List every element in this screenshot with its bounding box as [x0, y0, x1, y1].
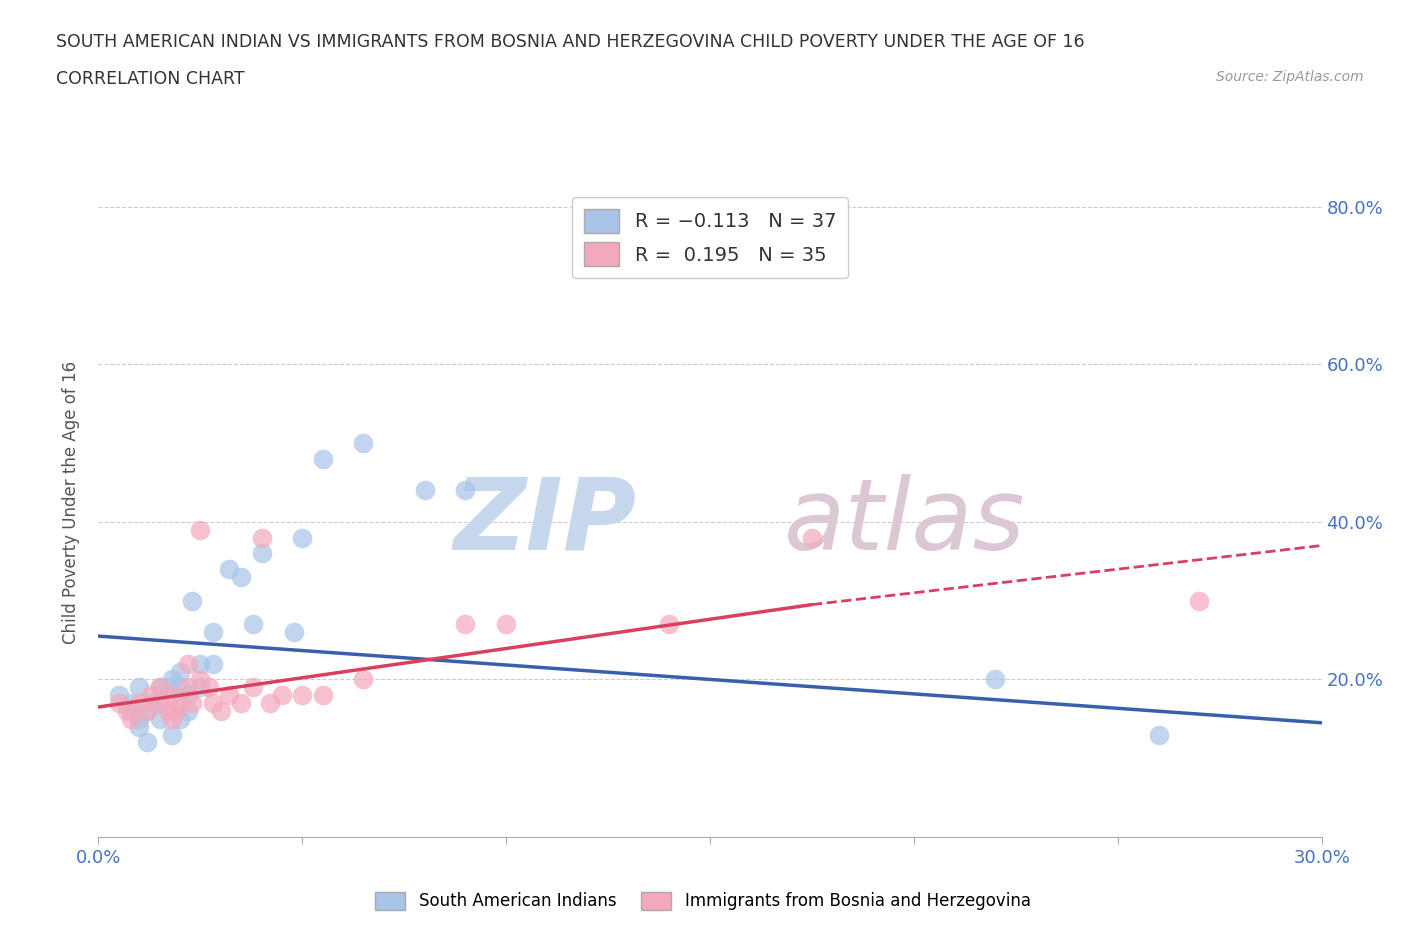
Point	[141, 688, 163, 703]
Point	[120, 696, 142, 711]
Point	[120, 711, 142, 726]
Point	[259, 696, 281, 711]
Point	[160, 672, 183, 687]
Text: atlas: atlas	[783, 473, 1025, 571]
Y-axis label: Child Poverty Under the Age of 16: Child Poverty Under the Age of 16	[62, 361, 80, 644]
Point	[128, 696, 150, 711]
Point	[291, 688, 314, 703]
Point	[177, 688, 200, 703]
Point	[242, 617, 264, 631]
Point	[209, 703, 232, 718]
Point	[495, 617, 517, 631]
Text: Source: ZipAtlas.com: Source: ZipAtlas.com	[1216, 70, 1364, 84]
Point	[141, 696, 163, 711]
Point	[169, 696, 191, 711]
Point	[128, 719, 150, 734]
Point	[283, 625, 305, 640]
Point	[312, 451, 335, 466]
Point	[181, 696, 204, 711]
Point	[352, 672, 374, 687]
Point	[149, 696, 172, 711]
Point	[177, 680, 200, 695]
Point	[201, 625, 224, 640]
Point	[250, 546, 273, 561]
Point	[291, 530, 314, 545]
Legend: R = −0.113   N = 37, R =  0.195   N = 35: R = −0.113 N = 37, R = 0.195 N = 35	[572, 197, 848, 278]
Point	[165, 703, 187, 718]
Point	[454, 483, 477, 498]
Text: SOUTH AMERICAN INDIAN VS IMMIGRANTS FROM BOSNIA AND HERZEGOVINA CHILD POVERTY UN: SOUTH AMERICAN INDIAN VS IMMIGRANTS FROM…	[56, 33, 1085, 50]
Point	[454, 617, 477, 631]
Point	[169, 680, 191, 695]
Point	[149, 680, 172, 695]
Point	[312, 688, 335, 703]
Point	[181, 593, 204, 608]
Point	[231, 569, 253, 584]
Point	[136, 703, 159, 718]
Point	[136, 703, 159, 718]
Point	[242, 680, 264, 695]
Point	[188, 657, 212, 671]
Point	[658, 617, 681, 631]
Point	[136, 735, 159, 750]
Point	[177, 657, 200, 671]
Text: ZIP: ZIP	[454, 473, 637, 571]
Point	[218, 688, 240, 703]
Point	[120, 703, 142, 718]
Point	[413, 483, 436, 498]
Point	[218, 562, 240, 577]
Point	[188, 680, 212, 695]
Point	[188, 523, 212, 538]
Point	[128, 711, 150, 726]
Point	[149, 696, 172, 711]
Point	[169, 664, 191, 679]
Point	[231, 696, 253, 711]
Point	[108, 688, 131, 703]
Point	[1147, 727, 1170, 742]
Point	[197, 680, 219, 695]
Point	[1188, 593, 1211, 608]
Point	[201, 696, 224, 711]
Point	[149, 680, 172, 695]
Point	[201, 657, 224, 671]
Point	[250, 530, 273, 545]
Point	[128, 680, 150, 695]
Point	[156, 703, 179, 718]
Text: CORRELATION CHART: CORRELATION CHART	[56, 70, 245, 87]
Point	[160, 727, 183, 742]
Point	[270, 688, 294, 703]
Point	[115, 703, 138, 718]
Point	[188, 672, 212, 687]
Point	[160, 688, 183, 703]
Point	[108, 696, 131, 711]
Point	[801, 530, 824, 545]
Point	[169, 711, 191, 726]
Point	[149, 711, 172, 726]
Point	[984, 672, 1007, 687]
Legend: South American Indians, Immigrants from Bosnia and Herzegovina: South American Indians, Immigrants from …	[368, 885, 1038, 917]
Point	[177, 703, 200, 718]
Point	[160, 711, 183, 726]
Point	[352, 435, 374, 450]
Point	[156, 680, 179, 695]
